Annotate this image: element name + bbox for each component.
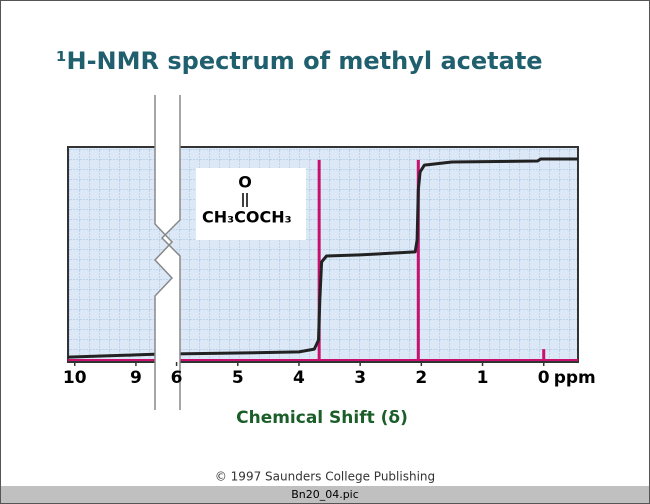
x-tick-label: 4 — [293, 368, 305, 388]
annotation-o: O — [238, 173, 252, 192]
chart-title: ¹H-NMR spectrum of methyl acetate — [56, 47, 543, 75]
filename: Bn20_04.pic — [291, 488, 359, 501]
x-unit: ppm — [554, 368, 596, 388]
x-tick-label: 10 — [63, 368, 87, 388]
copyright: © 1997 Saunders College Publishing — [215, 470, 435, 484]
x-tick-label: 9 — [130, 368, 142, 388]
x-tick-label: 2 — [415, 368, 427, 388]
status-bar — [1, 486, 649, 503]
plot-area — [67, 146, 579, 363]
x-tick-label: 1 — [477, 368, 489, 388]
x-tick-label: 3 — [354, 368, 366, 388]
x-axis-label: Chemical Shift (δ) — [236, 408, 408, 428]
x-tick-label: 5 — [232, 368, 244, 388]
break-edge — [160, 95, 181, 410]
x-tick-label: 6 — [171, 368, 183, 388]
break-edge — [153, 95, 174, 410]
integral-curve — [67, 157, 578, 359]
x-tick-label: 0 — [538, 368, 550, 388]
annotation-formula: CH₃COCH₃ — [202, 208, 292, 227]
annotation-box — [196, 168, 306, 240]
axis-break — [155, 95, 180, 410]
